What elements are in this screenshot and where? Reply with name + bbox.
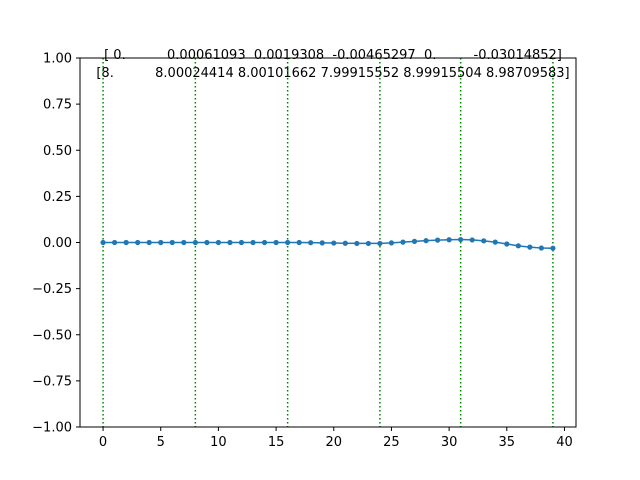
data-point [123,239,129,246]
data-point [446,237,452,243]
data-point [192,239,198,246]
y-tick-label: −0.50 [32,328,72,343]
x-tick-label: 5 [157,435,165,450]
data-point [227,239,233,246]
y-tick-label: 0.25 [43,190,72,205]
data-point [504,241,510,247]
data-point [331,240,337,246]
data-point [319,240,325,246]
data-point [250,239,256,246]
data-point [354,240,360,247]
data-point [458,236,464,243]
series-line-0 [103,238,553,249]
data-point [238,239,245,246]
data-point [377,240,383,247]
data-point [204,239,210,246]
data-point [342,240,348,246]
y-tick-label: 1.00 [43,52,72,67]
y-tick-label: −0.75 [32,374,72,389]
x-tick-label: 25 [383,435,400,450]
data-point [388,240,395,246]
y-tick-label: 0.75 [43,98,72,113]
data-point [158,239,164,246]
x-tick-label: 10 [210,435,227,450]
title-line-1: [ 0. 0.00061093 0.0019308 -0.00465297 0.… [104,48,562,63]
y-tick-label: 0.50 [43,144,72,159]
title-line-2: [8. 8.00024414 8.00101662 7.99915552 8.9… [96,66,569,81]
x-tick-label: 15 [268,435,285,450]
data-point [400,239,406,245]
data-point [515,243,521,249]
data-point [423,238,429,244]
data-point [169,239,175,246]
x-tick-label: 0 [99,435,107,450]
data-point [365,240,371,247]
data-point [550,245,556,251]
y-tick-label: −1.00 [32,421,72,436]
data-point [296,239,302,246]
y-tick-label: −0.25 [32,282,72,297]
data-point [527,244,533,250]
y-tick-label: 0.00 [43,236,72,251]
data-point [261,239,268,246]
data-point [100,239,106,246]
data-point [112,239,118,246]
data-point [273,239,279,246]
data-point [146,239,152,246]
plot-area: 0 5 10 15 20 25 30 35 40 −1.00 −0.75 −0.50 −0.25 0.00… [32,52,577,450]
data-point [308,240,314,246]
x-tick-label: 35 [499,435,516,450]
data-point [181,239,187,246]
x-tick-label: 40 [556,435,573,450]
data-point [469,237,475,243]
data-point [135,239,141,246]
data-point [492,239,498,245]
data-point [285,239,291,246]
data-point [538,245,544,251]
data-point [215,239,222,246]
data-point [481,238,487,244]
data-point [411,238,418,244]
title: [ 0. 0.00061093 0.0019308 -0.00465297 0.… [96,48,569,81]
x-tick-label: 30 [441,435,458,450]
x-tick-label: 20 [325,435,342,450]
data-point [434,237,441,243]
